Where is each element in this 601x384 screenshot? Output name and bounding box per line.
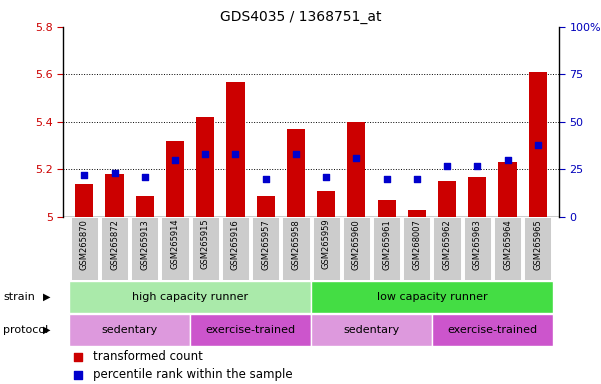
Text: GSM265914: GSM265914 [171, 219, 180, 270]
Text: GSM265916: GSM265916 [231, 219, 240, 270]
Bar [468, 177, 486, 217]
Text: GSM265961: GSM265961 [382, 219, 391, 270]
Text: exercise-trained: exercise-trained [447, 325, 537, 335]
Text: percentile rank within the sample: percentile rank within the sample [93, 368, 293, 381]
Point [110, 170, 120, 176]
Text: GSM265870: GSM265870 [80, 219, 89, 270]
Text: GSM268007: GSM268007 [412, 219, 421, 270]
Bar [71, 217, 98, 280]
Bar [311, 314, 432, 346]
Bar [257, 195, 275, 217]
Bar [347, 122, 365, 217]
Point [442, 162, 452, 169]
Bar [311, 281, 553, 313]
Point [200, 151, 210, 157]
Bar [166, 141, 184, 217]
Text: protocol: protocol [3, 325, 48, 335]
Point [412, 176, 422, 182]
Bar [403, 217, 430, 280]
Bar [373, 217, 400, 280]
Bar [69, 314, 190, 346]
Bar [407, 210, 426, 217]
Text: GSM265964: GSM265964 [503, 219, 512, 270]
Point [382, 176, 391, 182]
Point [442, 280, 451, 286]
Text: GSM265960: GSM265960 [352, 219, 361, 270]
Text: GSM265963: GSM265963 [473, 219, 482, 270]
Bar [438, 181, 456, 217]
Point [79, 172, 89, 178]
Bar [343, 217, 370, 280]
Text: GSM265958: GSM265958 [291, 219, 300, 270]
Text: high capacity runner: high capacity runner [132, 292, 248, 302]
Text: GSM265965: GSM265965 [533, 219, 542, 270]
Text: sedentary: sedentary [102, 325, 157, 335]
Bar [317, 191, 335, 217]
Text: GSM265962: GSM265962 [442, 219, 451, 270]
Bar [190, 314, 311, 346]
Bar [529, 72, 547, 217]
Point [442, 114, 451, 120]
Bar [196, 117, 215, 217]
Bar [464, 217, 491, 280]
Point [231, 151, 240, 157]
Point [502, 157, 512, 163]
Bar [69, 281, 311, 313]
Point [322, 174, 331, 180]
Bar [75, 184, 93, 217]
Bar [101, 217, 128, 280]
Bar [282, 217, 310, 280]
Point [533, 142, 543, 148]
Text: GSM265957: GSM265957 [261, 219, 270, 270]
Text: ▶: ▶ [43, 325, 50, 335]
Text: exercise-trained: exercise-trained [206, 325, 296, 335]
Text: GSM265872: GSM265872 [110, 219, 119, 270]
Bar [131, 217, 158, 280]
Point [261, 176, 270, 182]
Text: GSM265913: GSM265913 [140, 219, 149, 270]
Point [352, 155, 361, 161]
Bar [192, 217, 219, 280]
Bar [252, 217, 279, 280]
Text: strain: strain [3, 292, 35, 302]
Bar [432, 314, 553, 346]
Bar [524, 217, 551, 280]
Text: ▶: ▶ [43, 292, 50, 302]
Bar [377, 200, 395, 217]
Text: low capacity runner: low capacity runner [377, 292, 487, 302]
Bar [227, 81, 245, 217]
Point [291, 151, 300, 157]
Bar [136, 195, 154, 217]
Point [170, 157, 180, 163]
Text: GSM265959: GSM265959 [322, 219, 331, 270]
Point [472, 162, 482, 169]
Text: sedentary: sedentary [343, 325, 400, 335]
Text: GDS4035 / 1368751_at: GDS4035 / 1368751_at [220, 10, 381, 23]
Text: transformed count: transformed count [93, 350, 203, 363]
Bar [222, 217, 249, 280]
Bar [105, 174, 124, 217]
Bar [287, 129, 305, 217]
Bar [433, 217, 461, 280]
Bar [498, 162, 517, 217]
Bar [494, 217, 521, 280]
Point [140, 174, 150, 180]
Bar [161, 217, 189, 280]
Bar [313, 217, 340, 280]
Text: GSM265915: GSM265915 [201, 219, 210, 270]
